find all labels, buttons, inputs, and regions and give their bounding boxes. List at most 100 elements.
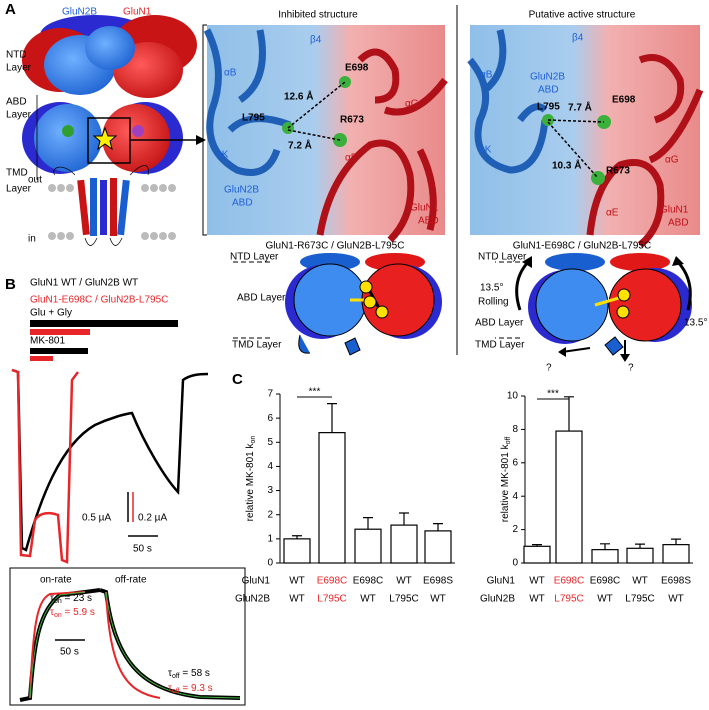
label: MK-801 (30, 336, 65, 347)
value: = 23 s (62, 593, 92, 604)
layer-label: ? (546, 363, 552, 374)
label: ABD (232, 198, 253, 209)
row-name: GluN1 (487, 576, 516, 587)
scale-label: 0.5 µA (82, 513, 111, 524)
label: R673 (340, 115, 364, 126)
layer-label: TMD Layer (232, 340, 282, 351)
y-axis-label-main: relative MK-801 k (500, 443, 511, 522)
error-bar (600, 543, 610, 550)
label: Glu + Gly (30, 308, 72, 319)
label: GluN2B (530, 72, 565, 83)
y-axis-label-sub: on (250, 436, 257, 444)
error-bar (399, 512, 409, 526)
bar (523, 545, 551, 564)
scale-label: 50 s (133, 544, 152, 555)
error-bar (327, 403, 337, 433)
x-tick-label: L795C (317, 594, 346, 605)
fit-label: τoff = 9.3 s (168, 683, 213, 695)
label: in (28, 234, 36, 245)
label: E698 (345, 63, 369, 74)
label: L795 (242, 113, 265, 124)
x-tick-label: WT (529, 594, 545, 605)
label: αG (405, 99, 419, 110)
label: β4 (310, 35, 322, 46)
y-tick-label: 1 (267, 533, 273, 544)
label: off-rate (115, 575, 147, 586)
error-bar (363, 517, 373, 530)
layer-label: ABD (6, 97, 27, 108)
x-tick-label: WT (360, 594, 376, 605)
label: out (28, 175, 42, 186)
fit-label: τoff = 58 s (168, 668, 210, 680)
label: αG (665, 155, 679, 166)
label: 10.3 Å (552, 159, 581, 172)
x-tick-label: WT (597, 594, 613, 605)
layer-label: NTD (6, 50, 27, 61)
label: GluN1-R673C / GluN2B-L795C (266, 241, 405, 252)
y-axis-label-sub: off (505, 437, 512, 445)
significance-label: *** (547, 389, 559, 400)
label: 12.6 Å (284, 90, 313, 103)
x-tick-label: WT (668, 594, 684, 605)
bar (626, 547, 654, 564)
subscript: off (172, 673, 180, 680)
label: αK (216, 150, 229, 161)
label: ABD (418, 216, 439, 227)
y-tick-label: 0 (512, 558, 518, 569)
layer-label: ? (628, 363, 634, 374)
layer-label: Layer (6, 63, 32, 74)
layer-label: Rolling (478, 297, 509, 308)
layer-label: TMD (6, 168, 28, 179)
y-tick-label: 10 (507, 391, 519, 402)
bar (591, 549, 619, 564)
x-tick-label: WT (529, 576, 545, 587)
label: αE (345, 153, 358, 164)
label: αB (480, 70, 493, 81)
bar (555, 430, 583, 564)
fit-label: τon = 5.9 s (50, 607, 95, 619)
application-bars (30, 320, 178, 361)
panel-label: C (232, 371, 243, 388)
layer-label: 13.5° (684, 318, 707, 329)
label: GluN2B (62, 7, 97, 18)
row-name: GluN1 (242, 576, 271, 587)
row-name: GluN2B (235, 594, 270, 605)
y-tick-label: 6 (267, 413, 273, 424)
y-tick-label: 5 (267, 437, 273, 448)
symbol: τ (168, 683, 172, 694)
significance-label: *** (309, 387, 321, 398)
label: 7.7 Å (568, 101, 592, 114)
structure-title: Inhibited structure (278, 10, 358, 21)
subscript: off (172, 688, 180, 695)
x-tick-label: WT (632, 576, 648, 587)
scale-label: 50 s (60, 647, 79, 658)
value: = 5.9 s (62, 607, 95, 618)
label: GluN1 (123, 7, 152, 18)
x-tick-label: E698C (317, 576, 348, 587)
panel-label: B (5, 276, 16, 293)
x-tick-label: E698C (353, 576, 384, 587)
x-tick-label: E698S (661, 576, 691, 587)
legend-entry: GluN1 WT / GluN2B WT (30, 278, 138, 289)
x-tick-label: E698C (590, 576, 621, 587)
row-name: GluN2B (480, 594, 515, 605)
layer-label: TMD Layer (475, 340, 525, 351)
label: on-rate (40, 575, 72, 586)
structure-title: Putative active structure (529, 10, 636, 21)
y-tick-label: 2 (512, 524, 518, 535)
y-tick-label: 6 (512, 457, 518, 468)
current-traces (11, 368, 209, 564)
layer-label: ABD Layer (475, 318, 524, 329)
label: R673 (606, 166, 630, 177)
value: = 9.3 s (180, 683, 213, 694)
label: ABD (668, 218, 689, 229)
layer-label: ABD Layer (237, 293, 286, 304)
x-tick-label: L795C (554, 594, 583, 605)
label: GluN1 (660, 205, 689, 216)
bar (354, 528, 382, 564)
y-axis-label-main: relative MK-801 k (245, 442, 256, 521)
layer-label: 13.5° (480, 283, 503, 294)
rate-inset (9, 567, 246, 706)
x-tick-label: WT (396, 576, 412, 587)
